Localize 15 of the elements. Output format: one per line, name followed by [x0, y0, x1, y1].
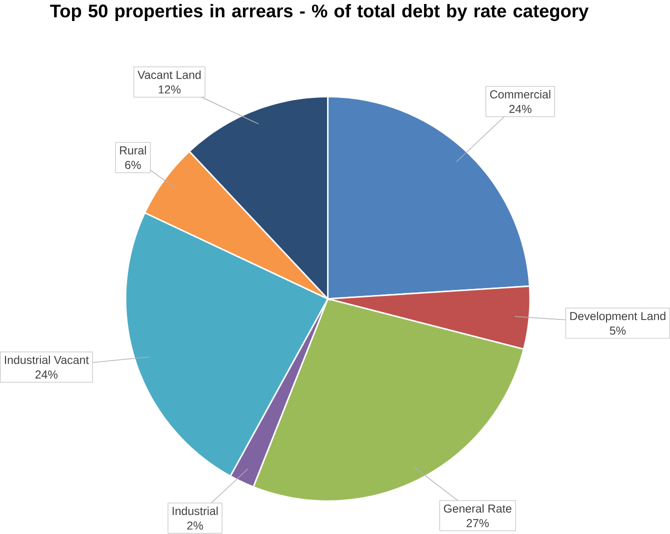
slice-label: Rural — [120, 146, 146, 155]
data-label: 27% — [466, 519, 489, 528]
slice-label: Industrial — [172, 506, 218, 516]
data-label: 2% — [187, 522, 203, 530]
slice-label: General Rate — [444, 504, 512, 513]
chart-title: Top 50 properties in arrears - % of total debt by rate category — [50, 4, 589, 22]
slice-label: Development Land — [570, 312, 666, 323]
data-label: 5% — [610, 326, 626, 335]
slice-label: Industrial Vacant — [4, 356, 89, 364]
data-label: 12% — [158, 86, 181, 94]
slice-label: Vacant Land — [138, 70, 201, 80]
data-label: 6% — [125, 161, 141, 170]
slice-label: Commercial — [490, 90, 550, 99]
data-label: 24% — [509, 105, 532, 114]
data-label: 24% — [35, 370, 58, 379]
